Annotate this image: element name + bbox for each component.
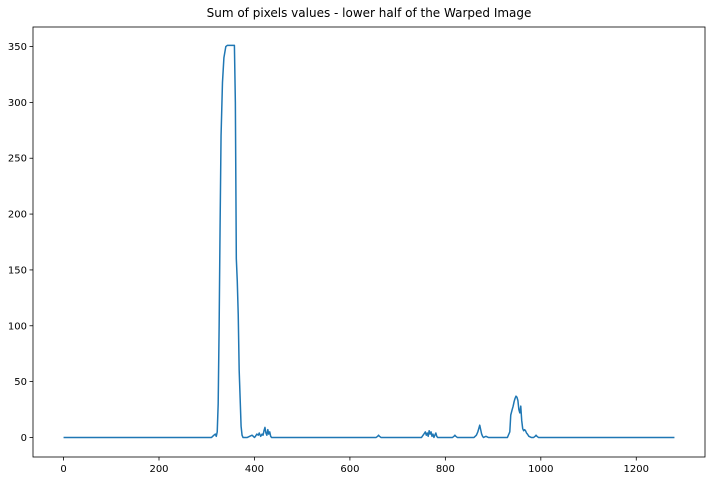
x-tick-label: 1000	[528, 464, 553, 475]
x-tick-label: 600	[340, 464, 359, 475]
plot-area-frame	[33, 27, 705, 457]
y-tick-label: 100	[8, 321, 27, 332]
x-tick-label: 1200	[624, 464, 649, 475]
y-tick-label: 0	[21, 433, 27, 444]
chart-title: Sum of pixels values - lower half of the…	[207, 6, 532, 20]
y-tick-label: 350	[8, 42, 27, 53]
x-tick-label: 0	[60, 464, 66, 475]
x-tick-label: 200	[149, 464, 168, 475]
x-tick-label: 400	[245, 464, 264, 475]
y-tick-label: 300	[8, 98, 27, 109]
y-tick-label: 250	[8, 154, 27, 165]
x-tick-label: 800	[436, 464, 455, 475]
y-tick-label: 200	[8, 210, 27, 221]
y-tick-label: 150	[8, 265, 27, 276]
y-tick-label: 50	[14, 377, 27, 388]
